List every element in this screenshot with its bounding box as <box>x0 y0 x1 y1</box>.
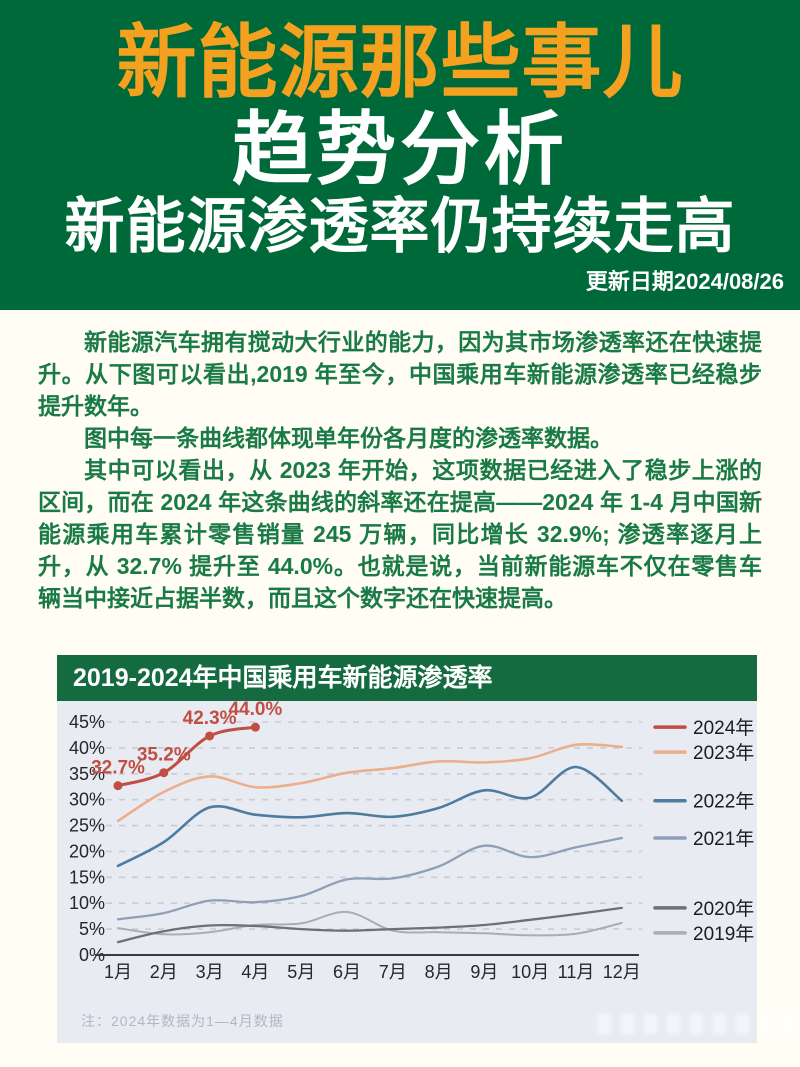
data-point-marker <box>205 731 215 741</box>
y-tick-label: 0% <box>79 945 105 965</box>
chart-panel: 2019-2024年中国乘用车新能源渗透率 0% 5% 10% 15% 20% 25% 30… <box>57 655 757 1043</box>
y-tick-label: 35% <box>69 764 105 784</box>
paragraph-3: 其中可以看出，从 2023 年开始，这项数据已经进入了稳步上涨的区间，而在 20… <box>38 457 762 611</box>
legend-label-2023年: 2023年 <box>693 742 754 764</box>
chart-title: 2019-2024年中国乘用车新能源渗透率 <box>57 655 757 701</box>
y-tick-label: 5% <box>79 919 105 939</box>
month-label: 3月 <box>196 962 224 982</box>
chart-plot-area: 0% 5% 10% 15% 20% 25% 30% 35% 40% 45% 1月 2月 3月 4月 5月 6月… <box>57 701 757 1043</box>
month-label: 9月 <box>470 962 498 982</box>
y-tick-label: 30% <box>69 790 105 810</box>
header-banner: 新能源那些事儿 趋势分析 新能源渗透率仍持续走高 更新日期2024/08/26 <box>0 0 800 310</box>
y-tick-label: 45% <box>69 712 105 732</box>
update-date: 更新日期2024/08/26 <box>585 269 784 294</box>
legend-label-2021年: 2021年 <box>693 828 754 850</box>
chart-note: 注：2024年数据为1—4月数据 <box>81 1013 284 1029</box>
legend-label-2020年: 2020年 <box>693 898 754 920</box>
month-label: 2月 <box>150 962 178 982</box>
main-title: 新能源那些事儿 <box>116 18 684 107</box>
month-label: 12月 <box>603 962 641 982</box>
data-point-label: 32.7% <box>91 758 145 779</box>
series-line-2023年 <box>116 742 624 823</box>
month-label: 7月 <box>379 962 407 982</box>
y-tick-label: 20% <box>69 841 105 861</box>
series-line-2021年 <box>116 836 623 921</box>
series-line-2020年 <box>116 906 623 944</box>
y-tick-label: 10% <box>69 893 105 913</box>
data-point-label: 44.0% <box>228 701 282 720</box>
paragraph-1: 新能源汽车拥有搅动大行业的能力，因为其市场渗透率还在快速提升。从下图可以看出,2… <box>38 329 762 419</box>
y-tick-label: 40% <box>69 738 105 758</box>
data-point-marker <box>113 781 123 791</box>
series-line-2024年 <box>116 725 257 788</box>
month-label: 4月 <box>241 962 269 982</box>
data-point-label: 42.3% <box>183 708 237 729</box>
topic-title: 新能源渗透率仍持续走高 <box>64 193 736 260</box>
paragraph-2: 图中每一条曲线都体现单年份各月度的渗透率数据。 <box>84 425 613 451</box>
month-label: 6月 <box>333 962 361 982</box>
chart-svg: 0% 5% 10% 15% 20% 25% 30% 35% 40% 45% 1月 2月 3月 4月 5月 6月… <box>69 701 754 982</box>
legend-label-2024年: 2024年 <box>693 717 754 739</box>
month-label: 5月 <box>287 962 315 982</box>
y-tick-label: 15% <box>69 867 105 887</box>
legend-label-2019年: 2019年 <box>693 923 754 945</box>
month-label: 10月 <box>511 962 549 982</box>
month-label: 11月 <box>558 962 595 982</box>
legend-label-2022年: 2022年 <box>693 791 754 813</box>
intro-text: 新能源汽车拥有搅动大行业的能力，因为其市场渗透率还在快速提升。从下图可以看出,2… <box>0 326 800 614</box>
series-line-2022年 <box>116 765 624 868</box>
subtitle: 趋势分析 <box>232 105 568 194</box>
data-point-label: 35.2% <box>137 745 191 766</box>
watermark <box>598 1014 794 1034</box>
month-label: 1月 <box>104 962 132 982</box>
month-label: 8月 <box>425 962 453 982</box>
data-point-marker <box>159 768 169 778</box>
data-point-marker <box>250 722 260 732</box>
y-tick-label: 25% <box>69 816 105 836</box>
series-line-2019年 <box>117 910 623 937</box>
